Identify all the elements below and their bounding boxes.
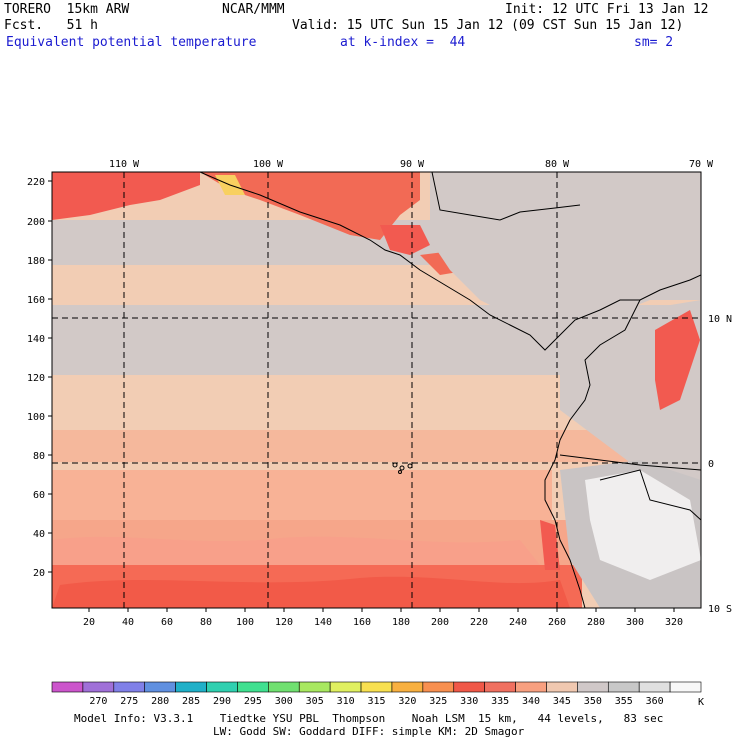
colorbar-label: 300 <box>275 696 293 707</box>
colorbar-swatch <box>669 681 702 693</box>
colorbar-swatch <box>51 681 84 693</box>
smoothing-label: sm= 2 <box>634 35 674 50</box>
map-field <box>52 172 701 608</box>
x-tick-60: 60 <box>161 617 173 628</box>
colorbar-swatch <box>298 681 331 693</box>
x-tick-80: 80 <box>200 617 212 628</box>
x-tick-180: 180 <box>392 617 410 628</box>
x-tick-160: 160 <box>353 617 371 628</box>
init-time: Init: 12 UTC Fri 13 Jan 12 <box>505 2 709 17</box>
x-tick-200: 200 <box>431 617 449 628</box>
model-name: TORERO 15km ARW <box>4 2 130 17</box>
x-tick-120: 120 <box>275 617 293 628</box>
colorbar-swatch <box>82 681 115 693</box>
x-tick-140: 140 <box>314 617 332 628</box>
colorbar-swatch <box>422 681 455 693</box>
colorbar-label: 315 <box>367 696 385 707</box>
colorbar-label: 345 <box>553 696 571 707</box>
x-tick-260: 260 <box>548 617 566 628</box>
y-tick-180: 180 <box>27 256 45 267</box>
center-label: NCAR/MMM <box>222 2 285 17</box>
colorbar-label: 350 <box>584 696 602 707</box>
colorbar-swatch <box>607 681 640 693</box>
y-tick-60: 60 <box>33 490 45 501</box>
colorbar-swatch <box>484 681 516 693</box>
colorbar-swatch <box>144 681 176 693</box>
lon-label-90w: 90 W <box>400 159 425 170</box>
colorbar-swatch <box>329 681 362 693</box>
colorbar-swatch <box>268 681 300 693</box>
colorbar-label: 330 <box>460 696 478 707</box>
colorbar-label: 320 <box>398 696 416 707</box>
lon-label-70w: 70 W <box>689 159 714 170</box>
x-tick-20: 20 <box>83 617 95 628</box>
lat-lon-grid <box>52 172 701 608</box>
colorbar-unit: K <box>698 697 704 708</box>
colorbar-label: 305 <box>306 696 324 707</box>
colorbar: 270 275 280 285 290 295 300 305 310 315 320 325 330 3… <box>51 681 702 707</box>
colorbar-swatch <box>577 681 609 693</box>
y-tick-120: 120 <box>27 373 45 384</box>
colorbar-swatch <box>453 681 485 693</box>
level-label: at k-index = 44 <box>340 35 466 50</box>
x-tick-220: 220 <box>470 617 488 628</box>
lat-label-0: 0 <box>708 459 714 470</box>
colorbar-label: 340 <box>522 696 540 707</box>
x-tick-40: 40 <box>122 617 134 628</box>
x-tick-100: 100 <box>236 617 254 628</box>
y-tick-80: 80 <box>33 451 45 462</box>
field-title: Equivalent potential temperature <box>6 35 257 50</box>
colorbar-label: 295 <box>244 696 262 707</box>
lat-label-10s: 10 S <box>708 604 732 615</box>
lon-label-80w: 80 W <box>545 159 570 170</box>
lon-label-110w: 110 W <box>109 159 140 170</box>
y-tick-20: 20 <box>33 568 45 579</box>
colorbar-swatch <box>113 681 146 693</box>
colorbar-label: 285 <box>182 696 200 707</box>
colorbar-label: 280 <box>151 696 169 707</box>
coastlines <box>199 172 701 608</box>
colorbar-swatch <box>360 681 393 693</box>
x-tick-240: 240 <box>509 617 527 628</box>
y-tick-160: 160 <box>27 295 45 306</box>
colorbar-swatch <box>391 681 424 693</box>
map-frame <box>51 171 702 609</box>
y-tick-200: 200 <box>27 217 45 228</box>
colorbar-label: 335 <box>491 696 509 707</box>
colorbar-swatch <box>546 681 578 693</box>
model-info: Model Info: V3.3.1 Tiedtke YSU PBL Thomp… <box>74 712 664 725</box>
colorbar-label: 290 <box>213 696 231 707</box>
colorbar-label: 275 <box>120 696 138 707</box>
x-tick-300: 300 <box>626 617 644 628</box>
x-tick-320: 320 <box>665 617 683 628</box>
y-tick-100: 100 <box>27 412 45 423</box>
y-tick-40: 40 <box>33 529 45 540</box>
colorbar-swatch <box>237 681 269 693</box>
y-tick-220: 220 <box>27 177 45 188</box>
y-tick-140: 140 <box>27 334 45 345</box>
colorbar-label: 355 <box>615 696 633 707</box>
colorbar-swatch <box>515 681 547 693</box>
colorbar-swatch <box>206 681 238 693</box>
colorbar-label: 360 <box>646 696 664 707</box>
lon-label-100w: 100 W <box>253 159 284 170</box>
colorbar-swatch <box>175 681 207 693</box>
colorbar-swatch <box>638 681 671 693</box>
forecast-hour: Fcst. 51 h <box>4 18 98 33</box>
valid-time: Valid: 15 UTC Sun 15 Jan 12 (09 CST Sun … <box>292 18 684 33</box>
colorbar-label: 310 <box>337 696 355 707</box>
x-tick-280: 280 <box>587 617 605 628</box>
colorbar-label: 270 <box>89 696 107 707</box>
colorbar-label: 325 <box>429 696 447 707</box>
physics-info: LW: Godd SW: Goddard DIFF: simple KM: 2D… <box>213 725 525 738</box>
lat-label-10n: 10 N <box>708 314 732 325</box>
